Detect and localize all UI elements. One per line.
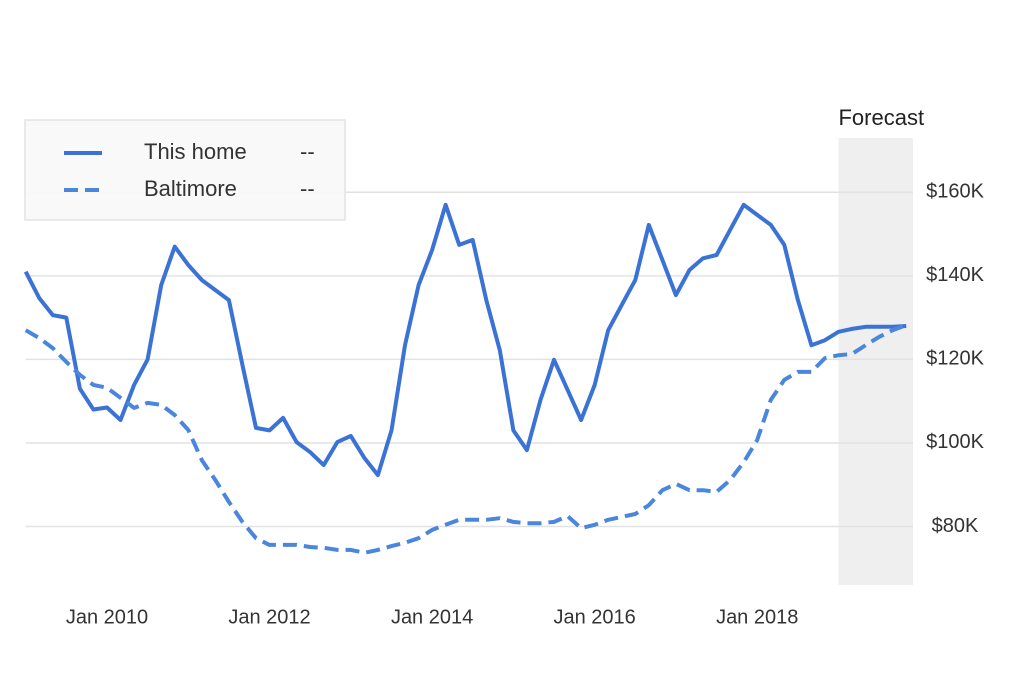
forecast-band	[838, 138, 913, 585]
legend-value: --	[300, 139, 315, 164]
x-tick-label: Jan 2010	[66, 606, 148, 628]
y-tick-label: $80K	[932, 515, 979, 537]
forecast-label: Forecast	[838, 105, 924, 130]
x-tick-label: Jan 2018	[716, 606, 798, 628]
x-tick-label: Jan 2016	[554, 606, 636, 628]
legend-box	[24, 119, 346, 221]
series-line	[24, 323, 907, 555]
x-tick-label: Jan 2014	[391, 606, 473, 628]
y-tick-label: $120K	[926, 348, 984, 370]
legend-label: This home	[144, 139, 247, 164]
y-tick-label: $100K	[926, 431, 984, 453]
y-tick-label: $160K	[926, 181, 984, 203]
legend-label: Baltimore	[144, 176, 237, 201]
series-line	[23, 202, 907, 478]
y-tick-label: $140K	[926, 264, 984, 286]
x-tick-label: Jan 2012	[228, 606, 310, 628]
legend-value: --	[300, 176, 315, 201]
